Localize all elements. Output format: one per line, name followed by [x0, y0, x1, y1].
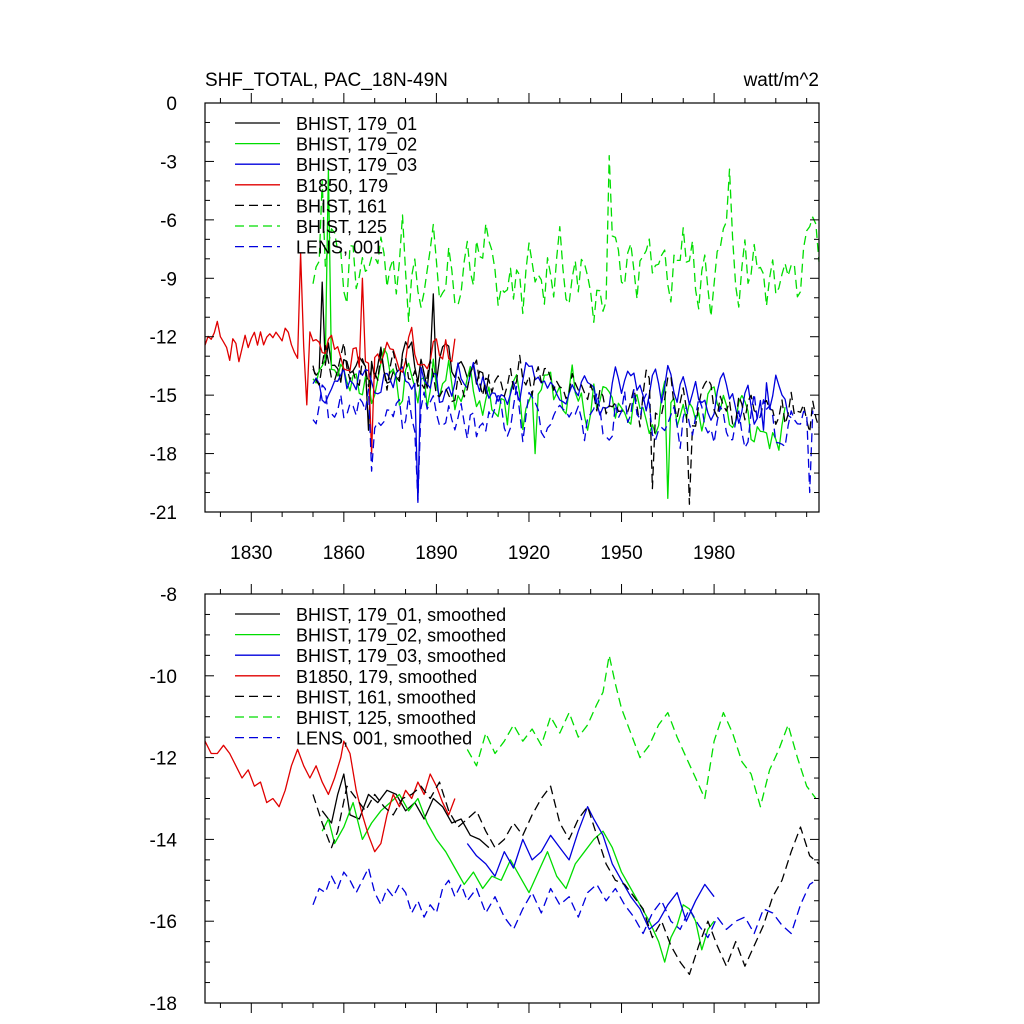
bottom-panel: -8 -10 -12 -14 -16 -18 BHIST, 179_01, smoothe… [150, 584, 820, 1015]
series-line-4 [204, 740, 456, 853]
y-tick-label: -21 [150, 503, 177, 524]
series-line-5 [312, 342, 820, 505]
legend-label: LENS, 001, smoothed [296, 729, 472, 749]
series-line-6 [312, 154, 820, 323]
y-tick-label: -18 [150, 994, 177, 1015]
x-tick-label: 1860 [323, 543, 365, 564]
legend-label: B1850, 179 [296, 176, 388, 196]
y-tick-label: -10 [150, 667, 177, 688]
y-tick-label: -12 [150, 328, 177, 349]
chart-title: SHF_TOTAL, PAC_18N-49N [205, 70, 448, 91]
legend-label: BHIST, 179_01 [296, 114, 417, 135]
series-line-6 [466, 654, 817, 808]
y-tick-label: -14 [150, 830, 178, 851]
series-line-3 [312, 361, 792, 503]
series-line-5 [312, 781, 820, 976]
legend-label: BHIST, 179_03, smoothed [296, 646, 506, 667]
x-tick-label: 1950 [600, 543, 642, 564]
legend-label: BHIST, 179_02 [296, 135, 417, 156]
legend-label: BHIST, 179_02, smoothed [296, 626, 506, 647]
units-label: watt/m^2 [743, 70, 819, 91]
legend-label: B1850, 179, smoothed [296, 667, 477, 687]
y-tick-label: -3 [160, 152, 177, 173]
y-tick-label: -18 [150, 445, 177, 466]
y-tick-label: -15 [150, 386, 177, 407]
bottom-series-group [204, 654, 820, 976]
y-tick-label: -12 [150, 749, 177, 770]
legend-label: BHIST, 179_03 [296, 155, 417, 176]
series-line-1 [321, 773, 490, 849]
series-line-2 [321, 793, 715, 963]
y-tick-label: -9 [160, 269, 177, 290]
bottom-plot-frame [204, 593, 820, 1004]
x-tick-label: 1920 [508, 543, 550, 564]
series-line-3 [466, 806, 715, 931]
top-axes: 0 -3 -6 -9 -12 -15 -18 -21 1830 1860 1890 1920 1950 1… [150, 93, 819, 564]
top-series-group [204, 154, 820, 505]
y-tick-label: -8 [160, 585, 177, 606]
x-tick-label: 1830 [230, 543, 272, 564]
legend-label: LENS, 001 [296, 238, 383, 258]
series-line-7 [312, 384, 814, 501]
legend-label: BHIST, 161, smoothed [296, 687, 476, 707]
legend-label: BHIST, 161 [296, 196, 387, 216]
legend-label: BHIST, 125 [296, 217, 387, 237]
legend-label: BHIST, 125, smoothed [296, 708, 476, 728]
top-panel: SHF_TOTAL, PAC_18N-49N watt/m^2 0 -3 -6 -9 -… [150, 70, 820, 564]
series-line-7 [312, 867, 817, 939]
bottom-axes: -8 -10 -12 -14 -16 -18 [150, 584, 819, 1015]
top-plot-frame [204, 102, 820, 513]
x-tick-label: 1890 [415, 543, 457, 564]
x-tick-label: 1980 [693, 543, 735, 564]
y-tick-label: -16 [150, 912, 177, 933]
series-line-4 [204, 252, 456, 455]
legend-label: BHIST, 179_01, smoothed [296, 605, 506, 626]
y-tick-label: -6 [160, 211, 177, 232]
y-tick-label: 0 [166, 94, 177, 115]
